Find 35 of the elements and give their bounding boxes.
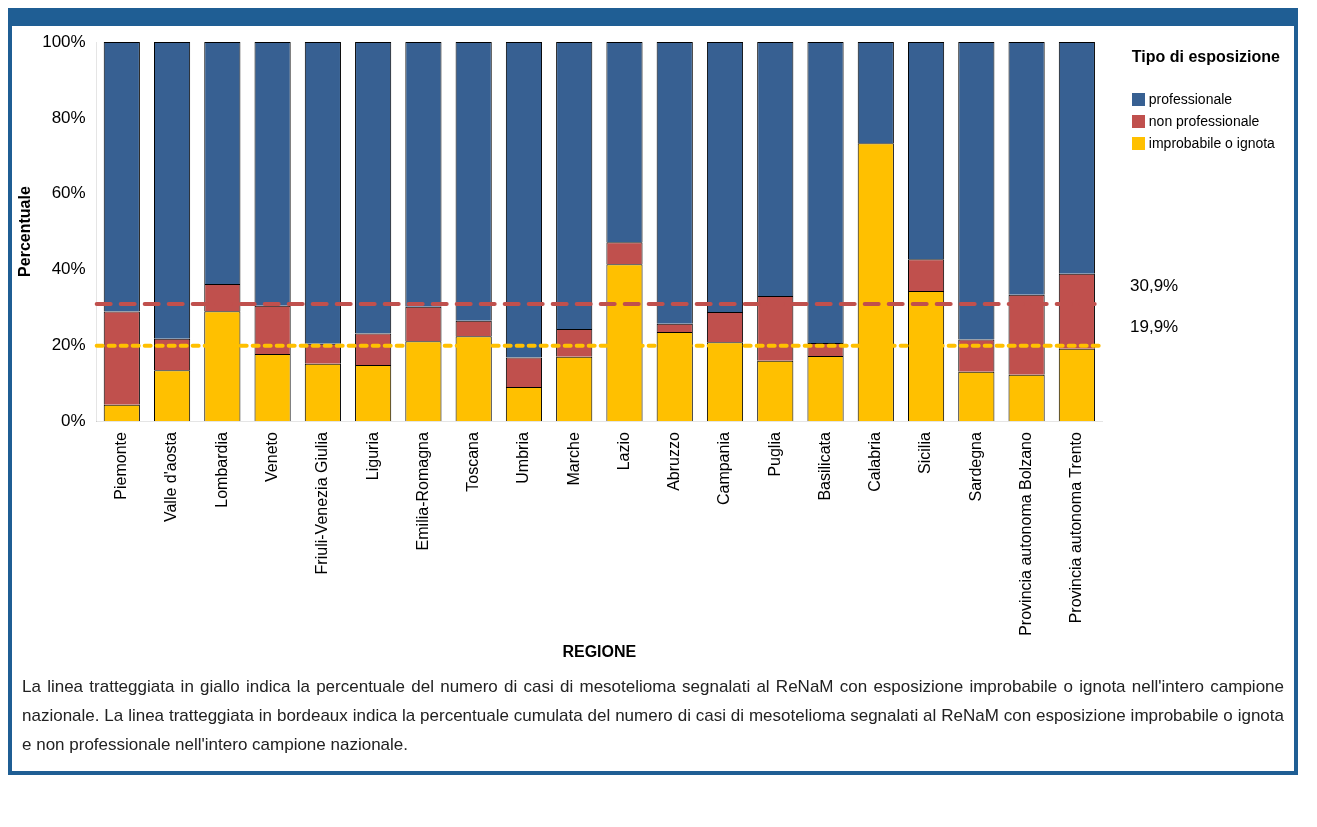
x-tick-label: Sicilia xyxy=(916,432,934,474)
y-tick-label: 100% xyxy=(42,31,86,51)
x-tick-label: Provincia autonoma Bolzano xyxy=(1017,432,1035,636)
x-tick-label: Provincia autonoma Trento xyxy=(1067,432,1085,624)
x-tick-label: Puglia xyxy=(765,432,783,477)
legend-label: improbabile o ignota xyxy=(1148,134,1275,153)
x-tick-label: Liguria xyxy=(363,432,381,481)
x-tick-label: Sardegna xyxy=(966,432,984,502)
x-tick-label: Piemonte xyxy=(112,432,130,500)
y-tick-label: 40% xyxy=(51,259,86,279)
legend-label: professionale xyxy=(1148,90,1233,109)
x-tick-label: Calabria xyxy=(866,432,884,492)
x-tick-label: Campania xyxy=(715,432,733,506)
ref-line-label: 30,9% xyxy=(1130,275,1179,295)
x-axis-title: REGIONE xyxy=(562,642,637,660)
x-tick-label: Emilia-Romagna xyxy=(413,432,431,551)
x-tick-label: Veneto xyxy=(263,432,281,482)
y-tick-label: 20% xyxy=(51,334,86,354)
y-tick-label: 0% xyxy=(61,410,86,430)
legend-title: Tipo di esposizione xyxy=(1131,48,1280,66)
x-tick-label: Marche xyxy=(564,432,582,486)
x-tick-label: Umbria xyxy=(514,432,532,484)
x-tick-label: Lazio xyxy=(614,432,632,471)
x-tick-label: Valle d'aosta xyxy=(162,432,180,523)
ref-line-label: 19,9% xyxy=(1130,317,1179,337)
y-tick-label: 80% xyxy=(51,107,86,127)
legend-label: non professionale xyxy=(1148,112,1260,131)
x-tick-label: Abruzzo xyxy=(665,432,683,491)
y-tick-label: 60% xyxy=(51,183,86,203)
text: La linea tratteggiata in giallo indica la percentuale del numero di casi di mesotelioma segnalati al ReNaM con esposizione improbabile o ignota nell'intero campione nazionale. La linea tratteggiata in bordeaux indica la percentuale cumulata del numero di casi di mesotelioma segnalati al ReNaM con esposizione improbabile o ignota e non professionale nell'intero campione nazionale. xyxy=(21,676,1285,756)
y-axis-title: Percentuale xyxy=(16,186,34,277)
x-tick-label: Friuli-Venezia Giulia xyxy=(313,432,331,575)
x-tick-label: Basilicata xyxy=(815,432,833,501)
x-tick-label: Lombardia xyxy=(212,432,230,508)
x-tick-label: Toscana xyxy=(464,432,482,492)
